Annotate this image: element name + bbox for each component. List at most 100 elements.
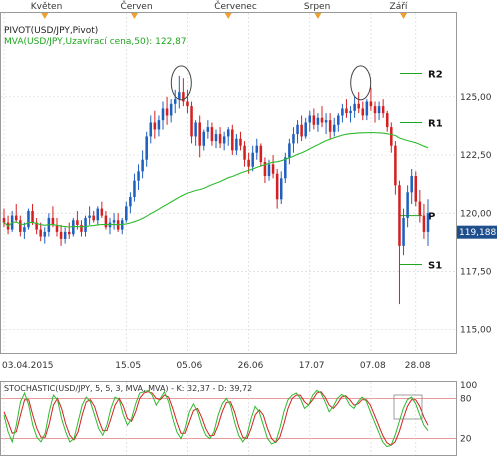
candle-body — [292, 134, 295, 144]
candle-body — [373, 106, 377, 114]
x-tick-label: 03.04.2015 — [2, 361, 54, 371]
candle-body — [410, 176, 413, 193]
candle-body — [88, 215, 91, 218]
candle-body — [316, 117, 320, 125]
candle-body — [394, 145, 397, 186]
y-tick-label: 115,00 — [460, 326, 492, 336]
month-label: Červenec — [214, 0, 257, 12]
candle-body — [328, 120, 332, 132]
candle-body — [35, 222, 38, 230]
candle-body — [133, 180, 136, 197]
candle-body — [153, 122, 157, 130]
y-tick-label: 125,00 — [460, 93, 492, 103]
candle-body — [308, 115, 312, 123]
moving-average-line — [3, 131, 429, 228]
candle-body — [259, 145, 263, 163]
candle-body — [402, 217, 405, 246]
candle-body — [161, 108, 165, 121]
x-tick-label: 05.06 — [176, 361, 202, 371]
candle-body — [357, 103, 360, 109]
candle-body — [267, 164, 271, 177]
month-marker — [400, 13, 408, 19]
x-axis: 03.04.2015 15.05 05.06 26.06 17.07 07.08 28.08 — [2, 361, 431, 371]
month-marker — [41, 13, 49, 19]
candle-body — [369, 101, 373, 107]
stochastic-d-line — [3, 391, 429, 446]
candle-body — [178, 92, 181, 100]
candle-body — [218, 134, 222, 144]
y-tick-label: 117,50 — [460, 267, 492, 277]
candle-body — [332, 124, 336, 132]
candle-body — [349, 110, 352, 114]
candle-body — [288, 143, 291, 158]
candle-body — [255, 145, 259, 153]
candle-body — [194, 122, 197, 137]
candle-body — [202, 131, 206, 146]
candle-body — [173, 99, 177, 104]
candle-body — [125, 206, 128, 221]
candle-body — [80, 224, 83, 232]
candle-body — [206, 127, 210, 132]
candle-body — [243, 145, 246, 160]
candle-body — [186, 101, 189, 107]
y-tick-label: 120,00 — [460, 209, 492, 219]
peak-highlight-ellipse — [350, 65, 372, 101]
candle-body — [239, 138, 242, 146]
candle-body — [414, 176, 418, 202]
candle-body — [100, 208, 104, 216]
stochastic-panel — [0, 381, 457, 456]
candle-body — [247, 159, 250, 167]
candle-body — [275, 173, 279, 200]
month-axis: Květen Červen Červenec Srpen Září — [31, 0, 408, 19]
candle-body — [129, 196, 132, 207]
candle-body — [2, 217, 6, 223]
candle-body — [14, 215, 18, 221]
candle-body — [157, 120, 161, 130]
x-tick-label: 17.07 — [299, 361, 325, 371]
candle-body — [27, 210, 30, 228]
candle-body — [263, 162, 267, 177]
candle-body — [145, 136, 148, 160]
current-price-label: 119,188 — [459, 228, 496, 238]
candle-body — [104, 215, 108, 228]
candle-body — [190, 106, 193, 137]
candle-body — [39, 229, 42, 237]
candle-body — [141, 159, 144, 172]
month-label: Srpen — [304, 2, 330, 12]
x-tick-label: 07.08 — [360, 361, 386, 371]
stochastic-k-line — [3, 389, 429, 448]
candle-body — [76, 220, 79, 225]
level-label-p: P — [428, 212, 435, 223]
x-tick-label: 26.06 — [238, 361, 264, 371]
candle-body — [92, 215, 95, 221]
candle-body — [169, 103, 173, 116]
candle-body — [279, 178, 283, 200]
candle-body — [149, 122, 153, 137]
level-label-s1: S1 — [428, 261, 442, 272]
month-marker — [224, 13, 232, 19]
level-label-r1: R1 — [428, 118, 443, 129]
x-tick-label: 28.08 — [405, 361, 431, 371]
candle-body — [67, 231, 71, 235]
pivot-levels: R2 R1 P S1 — [400, 70, 443, 272]
candle-body — [112, 220, 116, 223]
y-tick-label: 122,50 — [460, 151, 492, 161]
month-label: Září — [390, 2, 408, 12]
candle-body — [51, 217, 55, 225]
candle-body — [63, 231, 67, 239]
candle-body — [398, 185, 401, 246]
candle-body — [324, 120, 328, 123]
candle-body — [341, 108, 344, 116]
candle-body — [222, 136, 226, 144]
candle-body — [426, 213, 430, 232]
candle-body — [361, 108, 365, 116]
month-label: Květen — [31, 2, 63, 12]
candle-body — [385, 113, 389, 128]
candle-body — [59, 231, 63, 239]
candle-body — [214, 134, 218, 142]
candle-body — [182, 92, 185, 102]
stochastic-grid — [1, 382, 456, 455]
candle-body — [251, 152, 254, 167]
